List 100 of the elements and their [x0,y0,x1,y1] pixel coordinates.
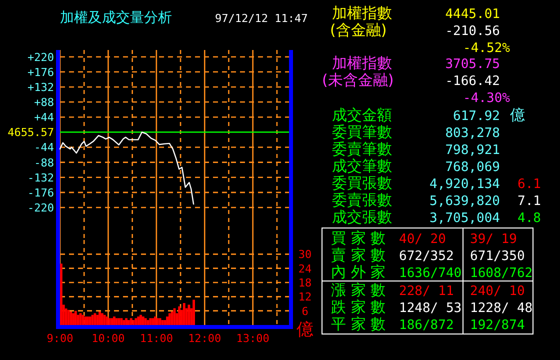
y-tick-label: +132 [28,80,54,94]
x-tick-label: 10:00 [92,332,125,345]
text: 803,278 [445,126,500,141]
bar [76,314,80,325]
text: 委買張數 [332,174,392,192]
text: 1608/762 [470,266,533,281]
text: 5,639,820 [430,194,500,209]
bar [108,318,111,325]
text: (未含金融) [322,71,394,89]
text: -4.52% [463,41,510,56]
text: 委買筆數 [332,123,392,141]
bar [94,313,96,325]
bar [182,303,186,325]
text: 6.1 [518,177,541,192]
text: 成交筆數 [332,157,392,175]
bar [100,313,104,325]
text: 3705.75 [445,57,500,72]
chart-subtitle: 97/12/12 11:47 [215,12,308,25]
text: 4655.57 [8,126,54,140]
y-tick-label: +176 [28,66,54,79]
bar [84,316,87,325]
text: 億 [510,106,525,124]
bar [164,320,166,325]
text: 192/874 [470,318,525,333]
text: -210.56 [445,24,500,39]
bar [130,318,132,325]
y-tick-label: 12 [298,290,312,304]
x-tick-label: 13:00 [236,332,270,345]
text: -4.30% [463,91,510,106]
x-tick-label: 12:00 [188,332,222,345]
text: -166.42 [445,74,500,89]
text: 40/ 20 [399,232,446,247]
text: 漲 家 數 [331,281,386,299]
bar [170,312,174,325]
y-tick-label: -220 [28,201,54,214]
text: 1636/740 [399,266,462,281]
y-tick-label: 6 [302,304,308,318]
bar [144,318,147,325]
bar [166,316,168,325]
text: 委賣張數 [332,191,392,209]
bar [168,313,171,325]
bar [118,318,120,325]
text: 671/350 [470,249,525,264]
text: 4445.01 [445,7,500,22]
x-tick-label: 9:00 [46,332,74,345]
text: 跌 家 數 [331,298,386,316]
text: 798,921 [445,143,500,158]
bar [96,314,99,325]
bar [86,316,89,325]
bar [127,320,130,325]
bar [70,312,72,325]
y-tick-label: -88 [34,156,54,170]
text: 委賣筆數 [332,140,392,158]
bar [154,316,156,325]
bar [161,320,164,325]
text: (含金融) [330,21,387,39]
bar [149,318,152,325]
chart-title: 加權及成交量分析 [60,10,172,26]
text: 買 家 數 [331,229,386,247]
bar [67,310,70,325]
y-tick-label: +44 [34,111,54,124]
bar [142,316,144,325]
text: 內 外 家 [331,263,386,281]
text: 平 家 數 [331,315,386,333]
bar [156,318,159,325]
text: 7.1 [518,194,541,209]
bar [134,318,138,325]
text: 4.8 [518,211,541,226]
x-tick-label: 11:00 [140,332,173,345]
text: 186/872 [399,318,454,333]
y-tick-label: 30 [298,248,312,262]
text: 成交金額 [332,106,392,124]
y-axis-title: 億 [296,320,314,340]
y-tick-label: 24 [298,262,312,276]
bar [125,318,128,325]
text: 1228/ 48 [470,301,533,316]
y-tick-label: +220 [28,50,54,64]
bar [122,320,126,325]
bar [192,300,195,325]
bar [152,318,154,325]
text: 加權指數 [332,4,392,22]
bar [178,306,181,325]
text: 228/ 11 [399,284,454,299]
bar [98,312,101,325]
bar [103,314,106,325]
y-tick-label: -176 [28,186,54,200]
text: 240/ 10 [470,284,525,299]
bar [88,316,92,325]
y-tick-label: +88 [34,96,54,110]
text: 加權指數 [332,54,392,72]
bar [137,316,140,325]
bar [82,314,84,325]
y-tick-label: -44 [34,141,54,154]
y-tick-label: 18 [298,276,312,290]
text: 39/ 19 [470,232,517,247]
text: 3,705,004 [430,211,500,226]
text: 617.92 [453,109,500,124]
text: 1248/ 53 [399,301,462,316]
line-series [59,132,194,205]
bar [74,310,77,325]
